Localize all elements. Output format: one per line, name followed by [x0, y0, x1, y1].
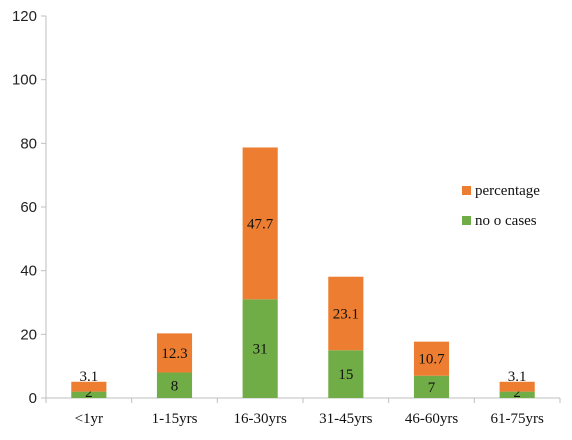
x-tick-label: <1yr — [75, 411, 103, 427]
legend-label: no o cases — [475, 213, 537, 229]
data-label-cases: 31 — [253, 342, 268, 358]
bar-segment-cases — [328, 350, 364, 398]
data-label-percentage: 23.1 — [333, 306, 359, 322]
data-label-percentage: 3.1 — [508, 369, 527, 385]
legend-swatch — [462, 186, 471, 195]
bar-segment-cases — [156, 372, 193, 398]
y-tick-label: 40 — [20, 263, 37, 280]
y-tick-label: 60 — [20, 199, 37, 216]
data-label-cases: 8 — [171, 378, 179, 394]
y-axis: 0 20 40 60 80 100 120 — [12, 8, 47, 407]
bar-segment-percentage — [71, 381, 107, 392]
x-axis: <1yr 1-15yrs 16-30yrs 31-45yrs 46-60yrs 61-75… — [45, 397, 561, 427]
x-tick-label: 61-75yrs — [491, 411, 544, 427]
x-tick-label: 1-15yrs — [152, 411, 198, 427]
bar-segment-percentage — [156, 333, 193, 373]
bar-segment-cases — [413, 375, 450, 398]
data-label-cases: 15 — [338, 367, 353, 383]
bar-segment-percentage — [413, 341, 450, 376]
bar-segment-percentage — [328, 276, 364, 351]
legend: percentage no o cases — [462, 183, 540, 229]
bar-segment-percentage — [242, 147, 278, 300]
y-tick-label: 0 — [29, 390, 37, 407]
x-tick-label: 31-45yrs — [319, 411, 372, 427]
y-tick-label: 80 — [20, 135, 37, 152]
bar-segment-cases — [71, 391, 107, 398]
bar-segment-cases — [242, 299, 278, 398]
data-label-percentage: 3.1 — [79, 369, 98, 385]
bar-segment-percentage — [499, 381, 535, 392]
data-label-percentage: 12.3 — [161, 346, 187, 362]
y-tick-label: 120 — [12, 8, 37, 25]
x-tick-label: 46-60yrs — [405, 411, 458, 427]
data-label-percentage: 10.7 — [418, 352, 445, 368]
y-tick-label: 100 — [12, 72, 37, 89]
legend-swatch — [462, 216, 471, 225]
x-tick-label: 16-30yrs — [234, 411, 287, 427]
bar-segment-cases — [499, 391, 535, 398]
y-tick-label: 20 — [20, 326, 37, 343]
legend-label: percentage — [475, 183, 540, 199]
data-label-cases: 7 — [428, 380, 436, 396]
data-label-cases: 2 — [513, 385, 521, 401]
data-label-cases: 2 — [85, 385, 93, 401]
data-label-percentage: 47.7 — [247, 216, 274, 232]
